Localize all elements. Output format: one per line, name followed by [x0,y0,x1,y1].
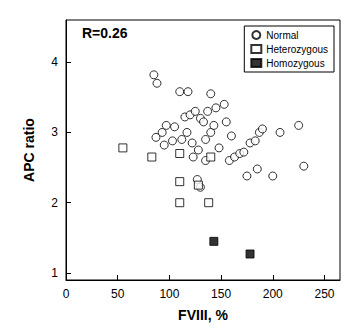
svg-text:150: 150 [211,287,231,301]
svg-text:APC ratio: APC ratio [21,118,37,182]
svg-text:50: 50 [111,287,125,301]
svg-text:2: 2 [51,196,58,210]
svg-text:R=0.26: R=0.26 [82,25,128,41]
svg-text:0: 0 [63,287,70,301]
svg-text:4: 4 [51,55,58,69]
svg-text:3: 3 [51,125,58,139]
svg-text:FVIII, %: FVIII, % [178,307,228,323]
svg-text:250: 250 [314,287,334,301]
svg-text:Normal: Normal [266,30,298,41]
svg-text:Heterozygous: Heterozygous [266,44,328,55]
svg-text:200: 200 [263,287,283,301]
svg-text:1: 1 [51,266,58,280]
svg-text:Homozygous: Homozygous [266,58,324,69]
svg-text:100: 100 [159,287,179,301]
